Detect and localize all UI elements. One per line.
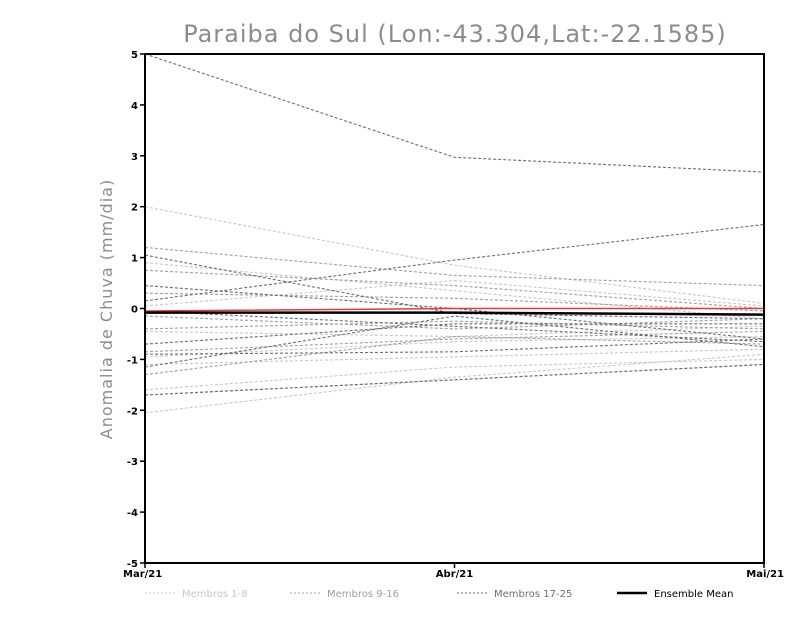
y-tick-label: -5	[127, 559, 138, 570]
x-tick-label: Mai/21	[746, 569, 784, 580]
y-tick-label: 0	[131, 305, 138, 316]
member-line-12	[144, 315, 765, 330]
y-tick-label: -1	[127, 355, 138, 366]
y-tick-label: -4	[127, 508, 138, 519]
y-tick-label: -2	[127, 406, 138, 417]
member-line-8	[144, 335, 765, 358]
member-line-24	[144, 323, 764, 345]
y-tick-label: -3	[127, 457, 138, 468]
member-line-4	[144, 325, 765, 338]
member-line-14	[144, 330, 765, 353]
member-line-10	[144, 269, 765, 310]
member-line-19	[144, 254, 765, 320]
y-tick-label: 5	[131, 50, 138, 61]
series-layer	[144, 53, 765, 414]
member-line-3	[144, 279, 765, 307]
legend-label-ensemble_mean: Ensemble Mean	[654, 589, 733, 600]
member-line-2	[144, 262, 765, 320]
observed-line	[144, 307, 764, 312]
x-tick-label: Abr/21	[436, 569, 473, 580]
member-line-18	[144, 223, 765, 302]
y-tick-label: 3	[131, 152, 138, 163]
member-line-6	[144, 358, 765, 391]
legend-label-members_1_8: Membros 1-8	[182, 589, 248, 600]
y-axis-label: Anomalia de Chuva (mm/dia)	[97, 179, 116, 439]
ensemble-mean-line	[145, 311, 765, 316]
y-tick-label: 1	[131, 254, 138, 265]
chart-title: Paraiba do Sul (Lon:-43.304,Lat:-22.1585…	[183, 20, 727, 48]
legend-label-members_17_25: Membros 17-25	[494, 589, 572, 600]
member-line-1	[144, 206, 765, 304]
legend: Membros 1-8 Membros 9-16 Membros 17-25 Ense…	[145, 589, 733, 600]
member-line-22	[144, 338, 765, 355]
member-line-25	[144, 363, 765, 396]
member-line-11	[144, 292, 765, 312]
legend-label-members_9_16: Membros 9-16	[327, 589, 399, 600]
member-line-17	[144, 53, 765, 173]
y-tick-label: 4	[131, 101, 138, 112]
ticks-layer: -5 -4 -3 -2 -1 0 1 2 3 4 5 Mar/21 Abr/21 Mai/21	[123, 50, 784, 580]
y-tick-label: 2	[131, 203, 138, 214]
x-tick-label: Mar/21	[123, 569, 162, 580]
member-line-23	[144, 310, 765, 343]
member-line-7	[144, 353, 765, 414]
member-line-13	[144, 320, 765, 330]
member-line-9	[144, 246, 765, 287]
member-line-5	[144, 348, 765, 366]
member-line-15	[144, 335, 765, 376]
